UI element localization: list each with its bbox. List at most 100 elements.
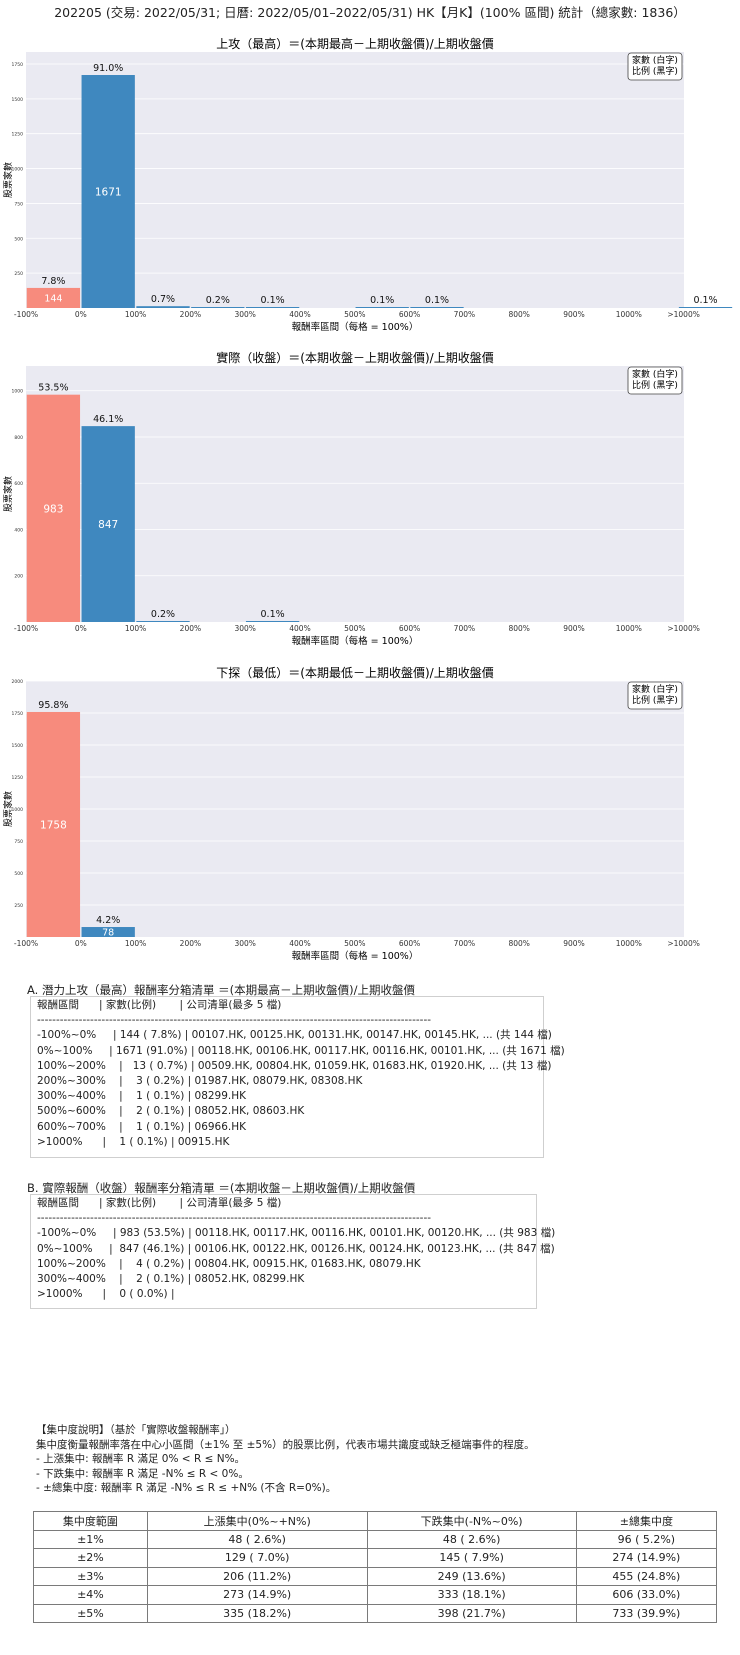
y-tick-label: 1000 bbox=[12, 807, 24, 813]
concentration-table-header: 集中度範圍 上漲集中(0%~+N%) 下跌集中(-N%~0%) ±總集中度 bbox=[33, 1511, 718, 1531]
table-cell: 145 ( 7.9%) bbox=[366, 1548, 577, 1568]
list-b-box: 報酬區間 | 家數(比例) | 公司清單(最多 5 檔) ------------… bbox=[30, 1194, 556, 1309]
bar-positive bbox=[81, 927, 135, 937]
table-cell: ±5% bbox=[33, 1603, 148, 1623]
x-tick-label: 900% bbox=[563, 310, 584, 319]
x-axis-label: 報酬率區間（每格 = 100%） bbox=[292, 635, 419, 647]
x-tick-label: 600% bbox=[399, 310, 420, 319]
y-tick-label: 600 bbox=[14, 481, 23, 487]
x-tick-label: 700% bbox=[454, 624, 475, 633]
x-tick-label: >1000% bbox=[667, 310, 700, 319]
x-axis-label: 報酬率區間（每格 = 100%） bbox=[292, 950, 419, 962]
x-tick-label: 800% bbox=[508, 310, 529, 319]
bar-positive bbox=[191, 307, 245, 308]
y-axis-label: 股票家數 bbox=[2, 162, 14, 198]
chart-title: 實際（收盤）＝(本期收盤－上期收盤價)/上期收盤價 bbox=[216, 350, 493, 365]
y-tick-label: 200 bbox=[14, 574, 23, 580]
legend-line: 家數 (白字) bbox=[632, 683, 678, 695]
list-line: 0%~100% | 847 (46.1%) | 00106.HK, 00122.… bbox=[37, 1242, 555, 1255]
x-tick-label: 100% bbox=[125, 310, 146, 319]
page-title: 202205 (交易: 2022/05/31; 日曆: 2022/05/01–2… bbox=[54, 5, 686, 20]
table-cell: 273 (14.9%) bbox=[146, 1585, 368, 1605]
x-tick-label: -100% bbox=[14, 310, 38, 319]
list-b-heading: B. 實際報酬（收盤）報酬率分箱清單 ＝(本期收盤－上期收盤價)/上期收盤價 bbox=[27, 1181, 416, 1195]
list-line: 300%~400% | 2 ( 0.1%) | 08052.HK, 08299.… bbox=[37, 1272, 305, 1285]
list-line: 報酬區間 | 家數(比例) | 公司清單(最多 5 檔) bbox=[37, 1197, 282, 1209]
legend-box bbox=[627, 366, 683, 395]
list-line: -100%~0% | 983 (53.5%) | 00118.HK, 00117… bbox=[37, 1227, 556, 1240]
list-line: 200%~300% | 3 ( 0.2%) | 01987.HK, 08079.… bbox=[37, 1074, 363, 1087]
list-line: 300%~400% | 1 ( 0.1%) | 08299.HK bbox=[37, 1090, 247, 1103]
table-row: ±1% 48 ( 2.6%) 48 ( 2.6%) 96 ( 5.2%) bbox=[33, 1529, 718, 1549]
y-tick-label: 800 bbox=[14, 435, 23, 441]
x-tick-label: 1000% bbox=[616, 939, 642, 948]
list-line: ----------------------------------------… bbox=[37, 1212, 432, 1225]
y-tick-label: 1250 bbox=[12, 775, 24, 781]
bar-positive bbox=[678, 307, 733, 308]
y-tick-label: 1500 bbox=[12, 743, 24, 749]
table-cell: 48 ( 2.6%) bbox=[146, 1529, 368, 1549]
bar-count-label: 847 bbox=[98, 519, 118, 531]
table-cell: 606 (33.0%) bbox=[575, 1585, 718, 1605]
x-tick-label: 400% bbox=[289, 939, 310, 948]
table-row: ±2% 129 ( 7.0%) 145 ( 7.9%) 274 (14.9%) bbox=[33, 1548, 718, 1568]
table-cell: 335 (18.2%) bbox=[146, 1603, 368, 1623]
bar-count-label: 1758 bbox=[40, 819, 67, 831]
table-cell: ±3% bbox=[33, 1566, 148, 1586]
bar-negative bbox=[26, 287, 81, 308]
x-tick-label: -100% bbox=[14, 624, 38, 633]
y-tick-label: 250 bbox=[14, 903, 23, 909]
x-tick-label: 600% bbox=[399, 624, 420, 633]
concentration-note: 【集中度說明】（基於「實際收盤報酬率」） bbox=[36, 1424, 236, 1436]
bar-positive bbox=[410, 307, 464, 308]
x-tick-label: -100% bbox=[14, 939, 38, 948]
bar-percent-label: 0.1% bbox=[261, 295, 285, 306]
y-axis-label: 股票家數 bbox=[2, 476, 14, 512]
bar-percent-label: 0.1% bbox=[425, 295, 449, 306]
x-tick-label: 1000% bbox=[616, 624, 642, 633]
table-cell: 48 ( 2.6%) bbox=[366, 1529, 577, 1549]
chart-downside-low: 下探（最低）＝(本期最低－上期收盤價)/上期收盤價 250 500 750 1000 12… bbox=[2, 666, 700, 962]
chart-title: 上攻（最高）＝(本期最高－上期收盤價)/上期收盤價 bbox=[216, 36, 493, 51]
y-tick-label: 750 bbox=[14, 839, 23, 845]
list-a-box: 報酬區間 | 家數(比例) | 公司清單(最多 5 檔) ------------… bbox=[30, 996, 565, 1158]
y-tick-label: 1500 bbox=[12, 97, 24, 103]
table-cell: ±4% bbox=[33, 1585, 148, 1605]
list-line: >1000% | 0 ( 0.0%) | bbox=[37, 1288, 175, 1301]
bar-negative bbox=[26, 394, 81, 622]
x-tick-label: 500% bbox=[344, 310, 365, 319]
y-tick-label: 1000 bbox=[12, 167, 24, 173]
x-tick-label: 800% bbox=[508, 624, 529, 633]
bar-percent-label: 7.8% bbox=[41, 276, 65, 287]
legend-box bbox=[627, 681, 683, 710]
list-line: 報酬區間 | 家數(比例) | 公司清單(最多 5 檔) bbox=[37, 999, 282, 1011]
bar-count-label: 78 bbox=[102, 928, 114, 939]
x-tick-label: 700% bbox=[454, 939, 475, 948]
table-cell: 733 (39.9%) bbox=[575, 1603, 718, 1623]
table-row: ±4% 273 (14.9%) 333 (18.1%) 606 (33.0%) bbox=[33, 1585, 718, 1605]
x-tick-label: 400% bbox=[289, 624, 310, 633]
table-cell: 129 ( 7.0%) bbox=[146, 1548, 368, 1568]
legend-line: 比例 (黑字) bbox=[632, 65, 678, 77]
list-line: 600%~700% | 1 ( 0.1%) | 06966.HK bbox=[37, 1120, 247, 1133]
legend-line: 比例 (黑字) bbox=[632, 379, 678, 391]
list-line: -100%~0% | 144 ( 7.8%) | 00107.HK, 00125… bbox=[37, 1029, 552, 1042]
table-cell: 333 (18.1%) bbox=[366, 1585, 577, 1605]
y-tick-label: 750 bbox=[14, 201, 23, 207]
y-tick-label: 1250 bbox=[12, 132, 24, 138]
y-tick-label: 500 bbox=[14, 871, 23, 877]
table-row: ±3% 206 (11.2%) 249 (13.6%) 455 (24.8%) bbox=[33, 1566, 718, 1586]
y-tick-label: 1000 bbox=[12, 389, 24, 395]
table-cell: 455 (24.8%) bbox=[575, 1566, 718, 1586]
table-cell: 398 (21.7%) bbox=[366, 1603, 577, 1623]
list-line: >1000% | 1 ( 0.1%) | 00915.HK bbox=[37, 1135, 230, 1148]
x-tick-label: 900% bbox=[563, 939, 584, 948]
legend-line: 家數 (白字) bbox=[632, 54, 678, 66]
x-tick-label: 900% bbox=[563, 624, 584, 633]
concentration-table: 集中度範圍 上漲集中(0%~+N%) 下跌集中(-N%~0%) ±總集中度 ±1% 48… bbox=[33, 1511, 718, 1623]
bar-positive bbox=[355, 307, 409, 308]
x-tick-label: 200% bbox=[180, 939, 201, 948]
x-axis-label: 報酬率區間（每格 = 100%） bbox=[292, 321, 419, 333]
y-tick-label: 2000 bbox=[12, 679, 24, 685]
legend-line: 家數 (白字) bbox=[632, 368, 678, 380]
